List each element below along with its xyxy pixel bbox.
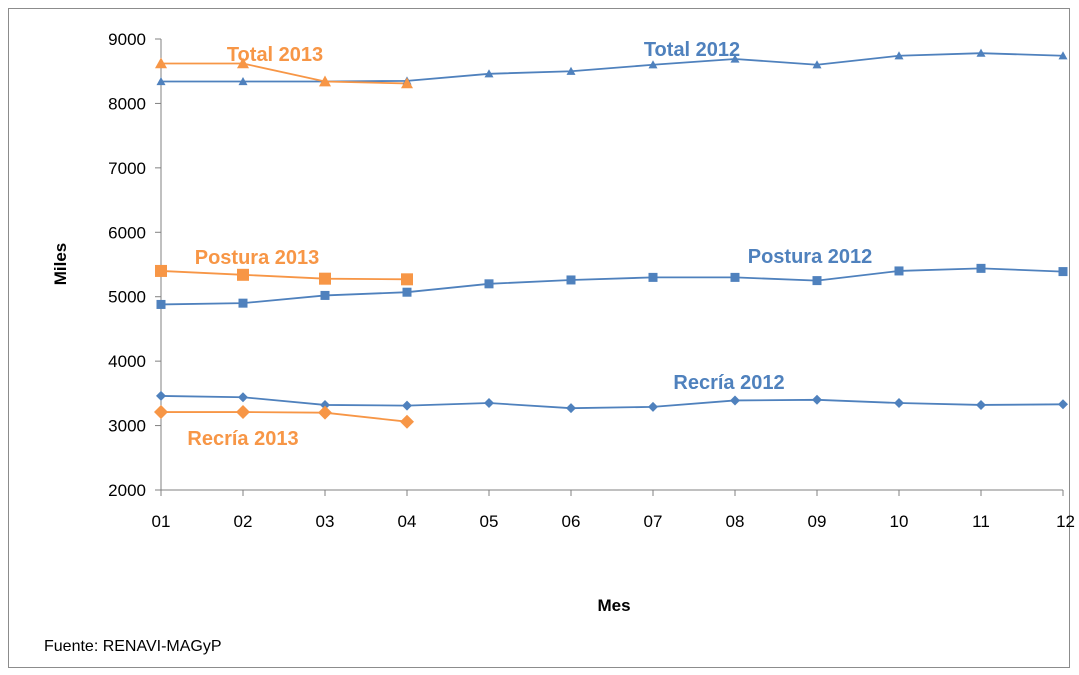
x-tick-label: 07 xyxy=(644,512,663,531)
data-point-triangle xyxy=(319,75,331,87)
x-tick-label: 06 xyxy=(562,512,581,531)
series-label: Postura 2013 xyxy=(195,247,320,269)
x-tick-label: 04 xyxy=(398,512,417,531)
data-point-square xyxy=(401,273,413,286)
data-point-triangle xyxy=(155,57,167,69)
y-tick-labels: 2000 3000 4000 5000 6000 7000 8000 9000 xyxy=(108,30,146,500)
series-lines xyxy=(160,52,1064,423)
y-tick-label: 2000 xyxy=(108,481,146,500)
x-axis-title: Mes xyxy=(597,596,630,615)
y-tick-label: 8000 xyxy=(108,94,146,113)
x-tick-label: 02 xyxy=(234,512,253,531)
data-point-diamond xyxy=(730,395,740,406)
data-point-square xyxy=(320,290,330,300)
data-point-triangle xyxy=(1058,51,1068,60)
data-point-diamond xyxy=(648,401,658,412)
data-point-diamond xyxy=(894,398,904,409)
y-tick-label: 5000 xyxy=(108,288,146,307)
x-tick-label: 11 xyxy=(972,512,990,531)
data-point-triangle xyxy=(894,51,904,60)
data-point-triangle xyxy=(237,57,249,69)
data-point-square xyxy=(976,263,986,273)
x-tick-label: 01 xyxy=(152,512,171,531)
series-label: Recría 2013 xyxy=(187,428,298,450)
chart-area xyxy=(8,8,1070,668)
data-point-triangle xyxy=(812,60,822,69)
series-line xyxy=(160,267,1064,306)
series-label: Total 2013 xyxy=(227,44,323,66)
data-point-square xyxy=(484,279,494,289)
x-tick-label: 05 xyxy=(480,512,499,531)
y-tick-label: 3000 xyxy=(108,417,146,436)
x-tick-label: 08 xyxy=(726,512,745,531)
series-line xyxy=(161,411,408,423)
data-point-diamond xyxy=(976,399,986,410)
series-label: Recría 2012 xyxy=(673,372,784,394)
x-tick-label: 12 xyxy=(1056,512,1075,531)
data-point-diamond xyxy=(238,392,248,403)
data-point-triangle xyxy=(566,66,576,75)
data-point-diamond xyxy=(236,405,250,420)
series-markers xyxy=(154,48,1068,429)
data-point-square xyxy=(237,268,249,281)
y-tick-label: 6000 xyxy=(108,223,146,242)
data-point-square xyxy=(155,264,167,277)
series-label: Total 2012 xyxy=(644,39,740,61)
data-point-diamond xyxy=(402,400,412,411)
x-tick-label: 10 xyxy=(890,512,909,531)
series-line xyxy=(161,62,408,85)
series-label: Postura 2012 xyxy=(748,246,873,268)
data-point-square xyxy=(648,272,658,282)
data-point-diamond xyxy=(484,398,494,409)
data-point-diamond xyxy=(1058,399,1068,410)
data-point-triangle xyxy=(401,77,413,89)
source-note: Fuente: RENAVI-MAGyP xyxy=(44,638,222,655)
x-tick-label: 09 xyxy=(808,512,827,531)
series-line xyxy=(161,52,1064,83)
y-tick-label: 7000 xyxy=(108,159,146,178)
data-point-diamond xyxy=(320,399,330,410)
x-tick-labels: 01 02 03 04 05 06 07 08 09 10 11 12 xyxy=(152,512,1075,531)
data-point-triangle xyxy=(156,77,166,86)
series-labels: Total 2012 Postura 2012 Recría 2012 Total 2… xyxy=(187,39,872,450)
data-point-diamond xyxy=(812,394,822,405)
y-tick-label: 4000 xyxy=(108,352,146,371)
data-point-square xyxy=(402,287,412,297)
series-line xyxy=(160,395,1064,410)
data-point-diamond xyxy=(318,405,332,420)
data-point-diamond xyxy=(400,414,414,429)
data-point-diamond xyxy=(154,405,168,420)
y-tick-label: 9000 xyxy=(108,30,146,49)
data-point-square xyxy=(319,272,331,285)
data-point-triangle xyxy=(976,48,986,57)
data-point-diamond xyxy=(156,390,166,401)
y-axis-title: Miles xyxy=(51,243,70,286)
data-point-square xyxy=(812,276,822,286)
data-point-square xyxy=(894,266,904,276)
x-tick-label: 03 xyxy=(316,512,335,531)
data-point-square xyxy=(730,272,740,282)
data-point-diamond xyxy=(566,403,576,414)
data-point-square xyxy=(1058,267,1068,277)
data-point-square xyxy=(156,299,166,309)
data-point-triangle xyxy=(484,69,494,78)
series-line xyxy=(160,270,408,281)
data-point-triangle xyxy=(730,54,740,63)
data-point-triangle xyxy=(648,60,658,69)
data-point-square xyxy=(566,275,576,285)
data-point-triangle xyxy=(238,77,248,86)
data-point-square xyxy=(238,298,248,308)
